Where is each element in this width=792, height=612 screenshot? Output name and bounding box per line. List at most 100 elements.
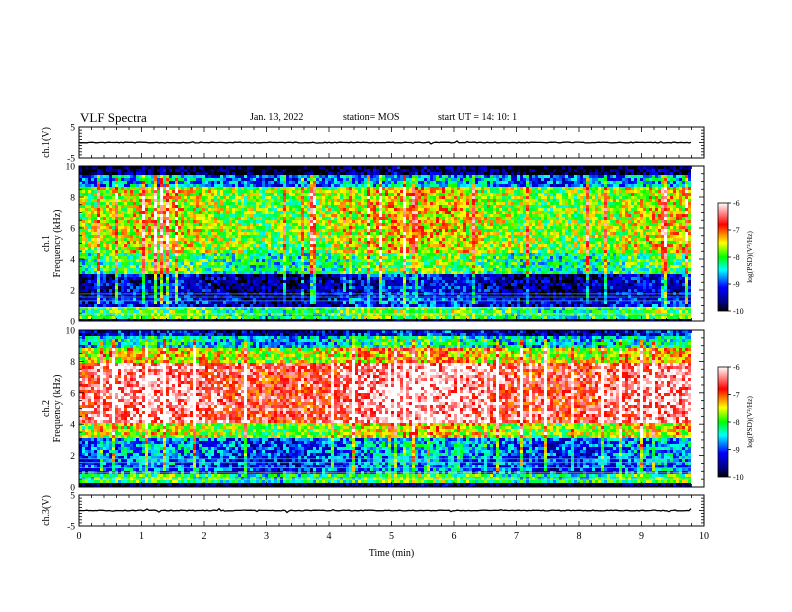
spectrogram-cell [217,256,220,259]
spectrogram-cell [265,181,268,184]
spectrogram-cell [217,238,220,241]
spectrogram-cell [256,259,259,262]
spectrogram-cell [346,259,349,262]
spectrogram-cell [244,250,247,253]
spectrogram-cell [322,184,325,187]
spectrogram-cell [226,259,229,262]
spectrogram-cell [283,175,286,178]
spectrogram-cell [202,259,205,262]
spectrogram-cell [259,232,262,235]
spectrogram-cell [220,256,223,259]
spectrogram-cell [142,274,145,277]
spectrogram-cell [274,187,277,190]
spectrogram-cell [130,310,133,313]
spectrogram-cell [265,175,268,178]
spectrogram-cell [166,169,169,172]
spectrogram-cell [274,178,277,181]
spectrogram-cell [247,247,250,250]
spectrogram-cell [268,199,271,202]
spectrogram-cell [325,262,328,265]
spectrogram-cell [130,241,133,244]
spectrogram-cell [322,247,325,250]
spectrogram-cell [79,229,82,232]
spectrogram-cell [79,196,82,199]
spectrogram-cell [277,304,280,307]
spectrogram-cell [220,271,223,274]
spectrogram-cell [313,295,316,298]
spectrogram-cell [130,250,133,253]
spectrogram-cell [271,238,274,241]
spectrogram-cell [253,316,256,319]
spectrogram-cell [316,271,319,274]
spectrogram-cell [139,172,142,175]
spectrogram-cell [259,301,262,304]
spectrogram-cell [244,217,247,220]
spectrogram-cell [106,184,109,187]
spectrogram-cell [352,274,355,277]
spectrogram-cell [127,241,130,244]
spectrogram-cell [313,217,316,220]
spectrogram-cell [163,190,166,193]
spectrogram-cell [205,307,208,310]
spectrogram-cell [142,220,145,223]
spectrogram-cell [205,280,208,283]
spectrogram-cell [358,274,361,277]
spectrogram-cell [208,271,211,274]
spectrogram-cell [268,247,271,250]
spectrogram-cell [292,232,295,235]
spectrogram-cell [214,205,217,208]
spectrogram-cell [169,289,172,292]
spectrogram-cell [316,247,319,250]
spectrogram-cell [91,169,94,172]
spectrogram-cell [349,205,352,208]
spectrogram-cell [289,187,292,190]
spectrogram-cell [301,196,304,199]
spectrogram-cell [259,193,262,196]
spectrogram-cell [256,247,259,250]
spectrogram-cell [133,199,136,202]
spectrogram-cell [172,307,175,310]
spectrogram-cell [298,280,301,283]
spectrogram-cell [229,277,232,280]
spectrogram-cell [232,241,235,244]
spectrogram-cell [151,304,154,307]
spectrogram-cell [94,184,97,187]
spectrogram-cell [151,259,154,262]
spectrogram-cell [154,256,157,259]
spectrogram-cell [163,187,166,190]
spectrogram-cell [148,262,151,265]
spectrogram-cell [127,184,130,187]
spectrogram-cell [310,181,313,184]
spectrogram-cell [217,313,220,316]
spectrogram-cell [325,310,328,313]
spectrogram-cell [127,205,130,208]
spectrogram-cell [154,274,157,277]
spectrogram-cell [241,274,244,277]
spectrogram-cell [208,253,211,256]
spectrogram-cell [271,298,274,301]
spectrogram-cell [346,181,349,184]
spectrogram-cell [136,298,139,301]
spectrogram-cell [220,262,223,265]
spectrogram-cell [286,220,289,223]
spectrogram-cell [181,310,184,313]
spectrogram-cell [289,301,292,304]
spectrogram-cell [310,262,313,265]
spectrogram-cell [148,226,151,229]
spectrogram-cell [172,283,175,286]
spectrogram-cell [172,277,175,280]
spectrogram-cell [130,184,133,187]
spectrogram-cell [346,295,349,298]
spectrogram-cell [349,307,352,310]
spectrogram-cell [112,175,115,178]
spectrogram-cell [361,190,364,193]
spectrogram-cell [115,298,118,301]
spectrogram-cell [331,223,334,226]
spectrogram-cell [259,217,262,220]
spectrogram-cell [91,274,94,277]
spectrogram-cell [328,301,331,304]
spectrogram-cell [142,310,145,313]
spectrogram-cell [139,235,142,238]
spectrogram-cell [361,313,364,316]
spectrogram-cell [79,181,82,184]
